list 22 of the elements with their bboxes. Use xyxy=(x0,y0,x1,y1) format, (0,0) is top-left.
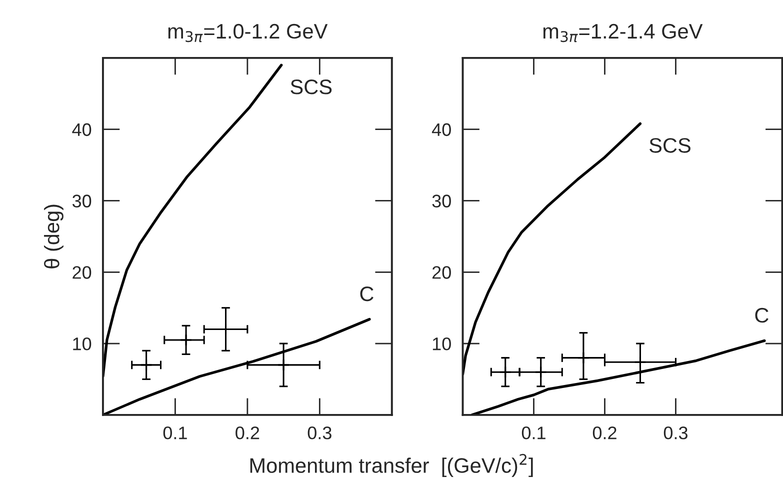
y-tick-label: 10 xyxy=(73,337,92,350)
y-axis-title: θ (deg) xyxy=(44,204,64,268)
y-tick-label: 40 xyxy=(432,123,451,136)
y-tick-label: 30 xyxy=(72,194,92,208)
x-axis-title: Momentum transfer [(GeV/c)$^{2}$] xyxy=(250,454,533,478)
x-tick-label: 0.1 xyxy=(522,426,546,440)
y-tick-label: 40 xyxy=(72,123,92,136)
y-tick-label: 20 xyxy=(432,266,451,279)
series-label: C xyxy=(360,286,374,302)
y-tick-label: 30 xyxy=(432,194,451,208)
y-tick-label: 20 xyxy=(72,266,92,279)
series-label: SCS xyxy=(290,80,332,94)
x-tick-label: 0.2 xyxy=(236,426,260,440)
chart-title: m$_{3π}$=1.0-1.2 GeV xyxy=(168,24,328,42)
chart-title: m$_{3π}$=1.2-1.4 GeV xyxy=(543,24,703,42)
series-label: SCS xyxy=(650,138,690,153)
series-label: C xyxy=(755,308,768,323)
x-tick-label: 0.1 xyxy=(163,426,187,440)
x-tick-label: 0.3 xyxy=(664,426,688,440)
x-tick-label: 0.2 xyxy=(592,426,616,440)
x-tick-label: 0.3 xyxy=(308,426,332,440)
y-tick-label: 10 xyxy=(432,337,451,350)
